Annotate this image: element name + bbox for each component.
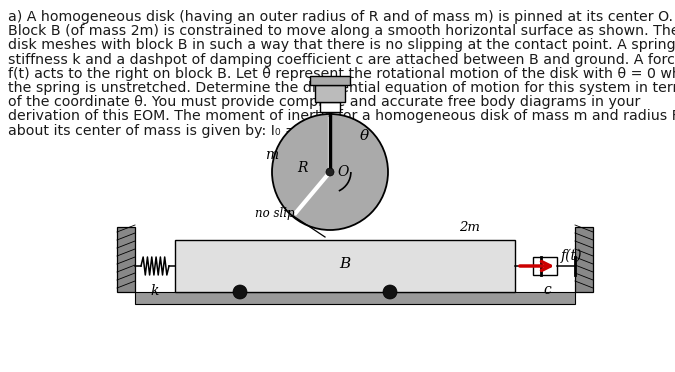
Bar [310,76,350,85]
Text: derivation of this EOM. The moment of inertia for a homogeneous disk of mass m a: derivation of this EOM. The moment of in… [8,109,675,124]
Text: Block B (of mass 2m) is constrained to move along a smooth horizontal surface as: Block B (of mass 2m) is constrained to m… [8,24,675,38]
Text: the spring is unstretched. Determine the differential equation of motion for thi: the spring is unstretched. Determine the… [8,81,675,95]
Text: O: O [337,165,348,179]
Text: stiffness k and a dashpot of damping coefficient c are attached between B and gr: stiffness k and a dashpot of damping coe… [8,52,675,67]
Text: a) A homogeneous disk (having an outer radius of R and of mass m) is pinned at i: a) A homogeneous disk (having an outer r… [8,10,673,24]
Circle shape [272,114,388,230]
Bar [175,240,515,292]
Circle shape [383,285,397,299]
Bar [135,292,575,304]
Text: k: k [151,284,159,298]
Text: θ: θ [360,129,369,143]
Text: c: c [543,283,551,297]
Text: m: m [265,148,278,161]
Bar [315,85,345,102]
Text: B: B [340,257,350,271]
Bar [117,227,135,292]
Text: no slip: no slip [255,207,294,220]
Polygon shape [320,102,340,112]
Bar [533,257,557,275]
Circle shape [233,285,247,299]
Text: f(t) acts to the right on block B. Let θ represent the rotational motion of the : f(t) acts to the right on block B. Let θ… [8,67,675,81]
Text: about its center of mass is given by: I₀ = mR² /2 .: about its center of mass is given by: I₀… [8,124,358,138]
Text: 2m: 2m [460,221,481,234]
Text: of the coordinate θ. You must provide complete and accurate free body diagrams i: of the coordinate θ. You must provide co… [8,95,641,109]
Circle shape [326,168,334,176]
Text: f(t): f(t) [561,249,583,263]
Bar [575,227,593,292]
Text: disk meshes with block B in such a way that there is no slipping at the contact : disk meshes with block B in such a way t… [8,38,675,52]
Text: R: R [298,161,308,175]
